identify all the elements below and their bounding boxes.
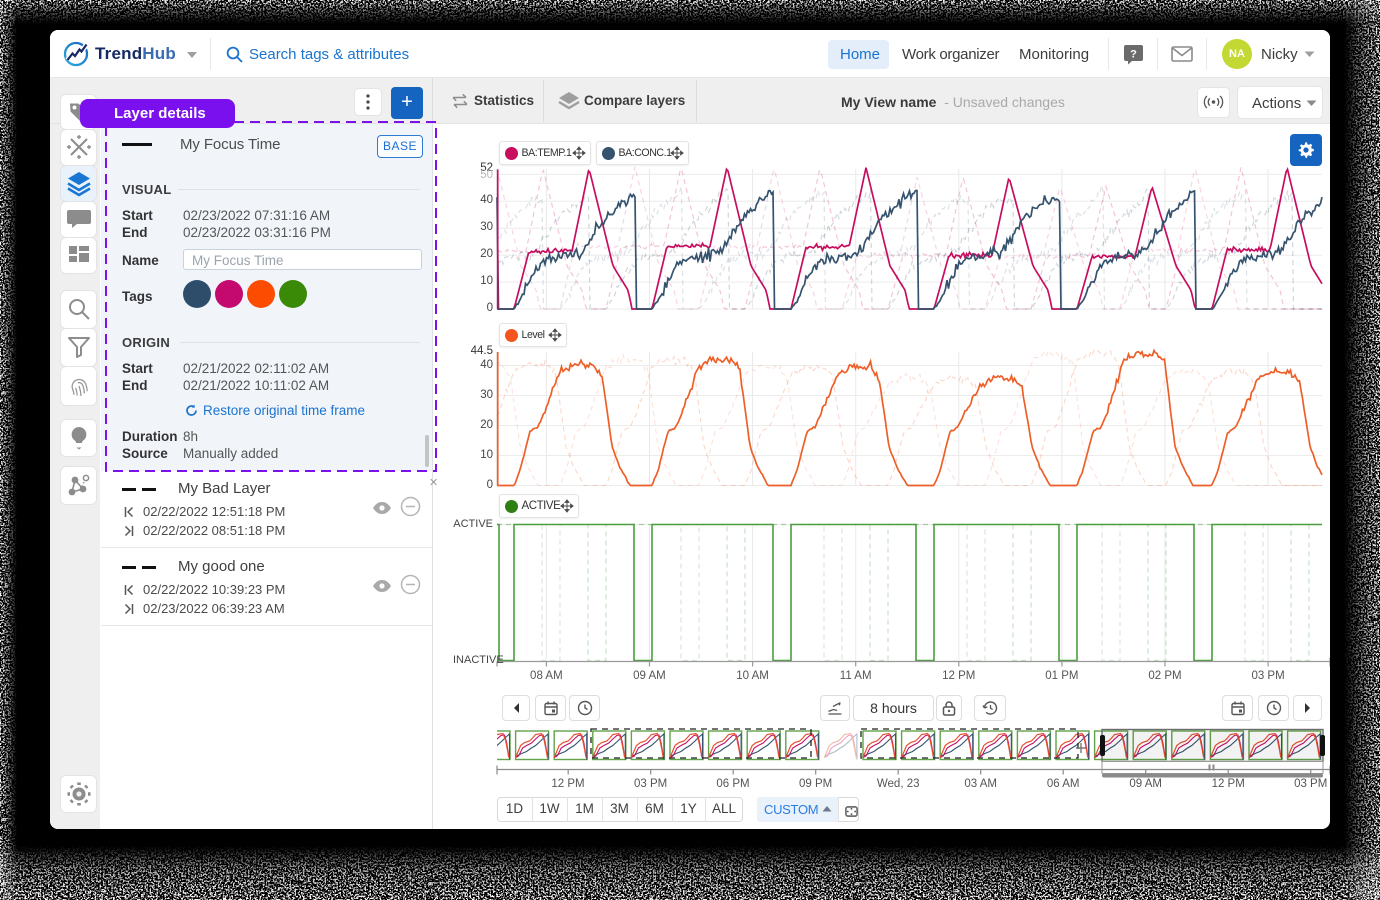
- svg-text:?: ?: [1130, 49, 1137, 61]
